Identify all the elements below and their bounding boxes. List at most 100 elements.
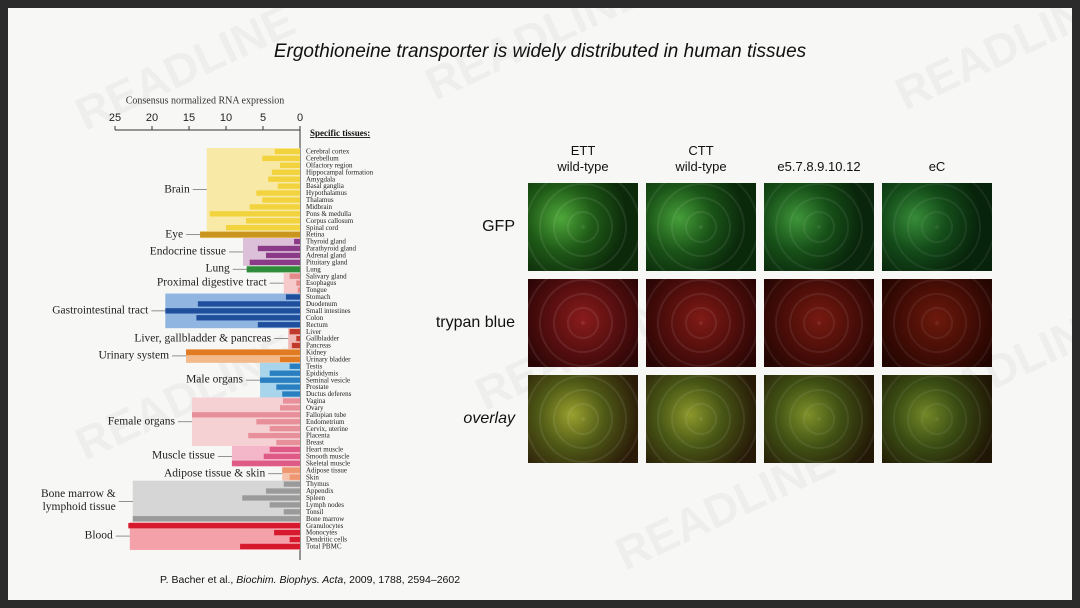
citation-journal: Biochim. Biophys. Acta: [236, 574, 344, 586]
tissue-label: Bone marrow: [306, 515, 345, 523]
tissue-label: Rectum: [306, 321, 328, 329]
group-label: Eye: [165, 228, 184, 241]
tissue-bar: [280, 405, 300, 411]
tissue-bar: [283, 481, 300, 487]
tissue-bar: [260, 377, 300, 383]
tissue-label: Endometrium: [306, 418, 345, 426]
tissue-bar: [271, 169, 300, 175]
tissue-label: Heart muscle: [306, 446, 343, 454]
tissue-bar: [289, 363, 300, 369]
tissue-bar: [280, 162, 300, 168]
tissue-bar: [289, 273, 300, 279]
cell-texture: [528, 279, 638, 367]
row-label: trypan blue: [435, 314, 515, 331]
column-header-line: e5.7.8.9.10.12: [777, 159, 861, 174]
tissue-bar: [262, 155, 300, 162]
tissue-label: Prostate: [306, 383, 329, 391]
tissue-label: Basal ganglia: [306, 182, 345, 190]
citation: P. Bacher et al., Biochim. Biophys. Acta…: [160, 574, 460, 586]
tissue-label: Monocytes: [306, 529, 337, 537]
tissue-bar: [294, 238, 300, 245]
micrograph: [764, 279, 874, 367]
micrograph: [882, 279, 992, 367]
micrograph: [764, 375, 874, 463]
tissue-label: Thymus: [306, 480, 329, 488]
tissue-label: Thyroid gland: [306, 238, 346, 246]
tissue-bar: [257, 245, 300, 252]
tissue-label: Pons & medulla: [306, 210, 352, 218]
column-header-line: CTT: [688, 143, 714, 158]
tissue-bar: [209, 211, 300, 217]
tissue-bar: [289, 328, 300, 335]
citation-authors: P. Bacher et al.,: [160, 574, 234, 586]
cell-texture: [646, 183, 756, 271]
tissue-label: Liver: [306, 328, 322, 336]
tissue-label: Tongue: [306, 286, 327, 294]
x-tick-label: 20: [146, 112, 158, 124]
tissue-label: Parathyroid gland: [306, 245, 356, 253]
tissue-label: Ductus deferens: [306, 390, 352, 398]
tissue-bar: [226, 225, 300, 231]
column-header-line: wild-type: [675, 159, 727, 174]
row-label: overlay: [463, 410, 515, 427]
tissue-label: Adipose tissue: [306, 466, 347, 474]
tissue-label: Cerebellum: [306, 155, 339, 163]
tissue-label: Amygdala: [306, 175, 336, 183]
cell-texture: [764, 183, 874, 271]
tissue-bar: [265, 252, 300, 259]
group-band: [206, 148, 300, 232]
tissue-bar: [245, 218, 300, 224]
tissue-label: Hippocampal formation: [306, 168, 374, 176]
tissue-bar: [256, 190, 300, 196]
tissue-label: Ovary: [306, 404, 324, 412]
group-label: Gastrointestinal tract: [52, 304, 149, 317]
tissue-label: Seminal vesicle: [306, 376, 350, 384]
group-label: Urinary system: [98, 349, 170, 362]
tissue-label: Corpus callosum: [306, 217, 354, 225]
tissue-bar: [289, 536, 300, 543]
tissue-label: Lymph nodes: [306, 501, 344, 509]
tissue-label: Cervix, uterine: [306, 425, 348, 433]
group-label: Endocrine tissue: [149, 245, 227, 258]
tissue-bar: [231, 460, 300, 466]
tissue-bar: [289, 474, 300, 480]
tissue-bar: [269, 502, 300, 508]
stage: READLINE READLINE READLINE READLINE READLINE…: [8, 8, 1072, 600]
tissue-label: Placenta: [306, 432, 331, 440]
tissue-label: Stomach: [306, 293, 331, 301]
tissue-label: Olfactory region: [306, 161, 353, 169]
tissue-label: Total PBMC: [306, 543, 342, 551]
micrograph: [646, 375, 756, 463]
tissue-bar: [262, 197, 300, 203]
tissue-label: Skeletal muscle: [306, 459, 350, 467]
tissue-label: Lung: [306, 265, 321, 273]
slide-title: Ergothioneine transporter is widely dist…: [274, 41, 807, 62]
micrograph: [528, 279, 638, 367]
tissue-label: Colon: [306, 314, 324, 322]
cell-texture: [882, 279, 992, 367]
cell-texture: [528, 375, 638, 463]
group-label: Proximal digestive tract: [156, 276, 267, 289]
tissue-bar: [282, 391, 300, 397]
tissue-bar: [128, 523, 300, 529]
tissue-bar: [297, 287, 300, 293]
tissue-label: Vagina: [306, 397, 326, 405]
tissue-label: Dendritic cells: [306, 536, 347, 544]
tissue-bar: [291, 342, 300, 349]
tissue-bar: [274, 148, 300, 155]
tissue-bar: [186, 349, 300, 356]
column-header: Specific tissues:: [310, 128, 370, 138]
group-label: Adipose tissue & skin: [163, 467, 266, 480]
tissue-label: Thalamus: [306, 196, 334, 204]
tissue-bar: [269, 446, 300, 453]
micrograph: [646, 183, 756, 271]
tissue-bar: [296, 280, 300, 286]
tissue-label: Smooth muscle: [306, 452, 349, 460]
citation-details: , 2009, 1788, 2594–2602: [343, 574, 461, 586]
tissue-label: Adrenal gland: [306, 252, 346, 260]
tissue-bar: [269, 426, 300, 432]
slide-canvas: READLINE READLINE READLINEREADLINEREADLINE…: [109, 41, 807, 560]
tissue-bar: [240, 543, 300, 550]
group-label: Brain: [164, 183, 190, 196]
group-label: Male organs: [186, 373, 244, 386]
